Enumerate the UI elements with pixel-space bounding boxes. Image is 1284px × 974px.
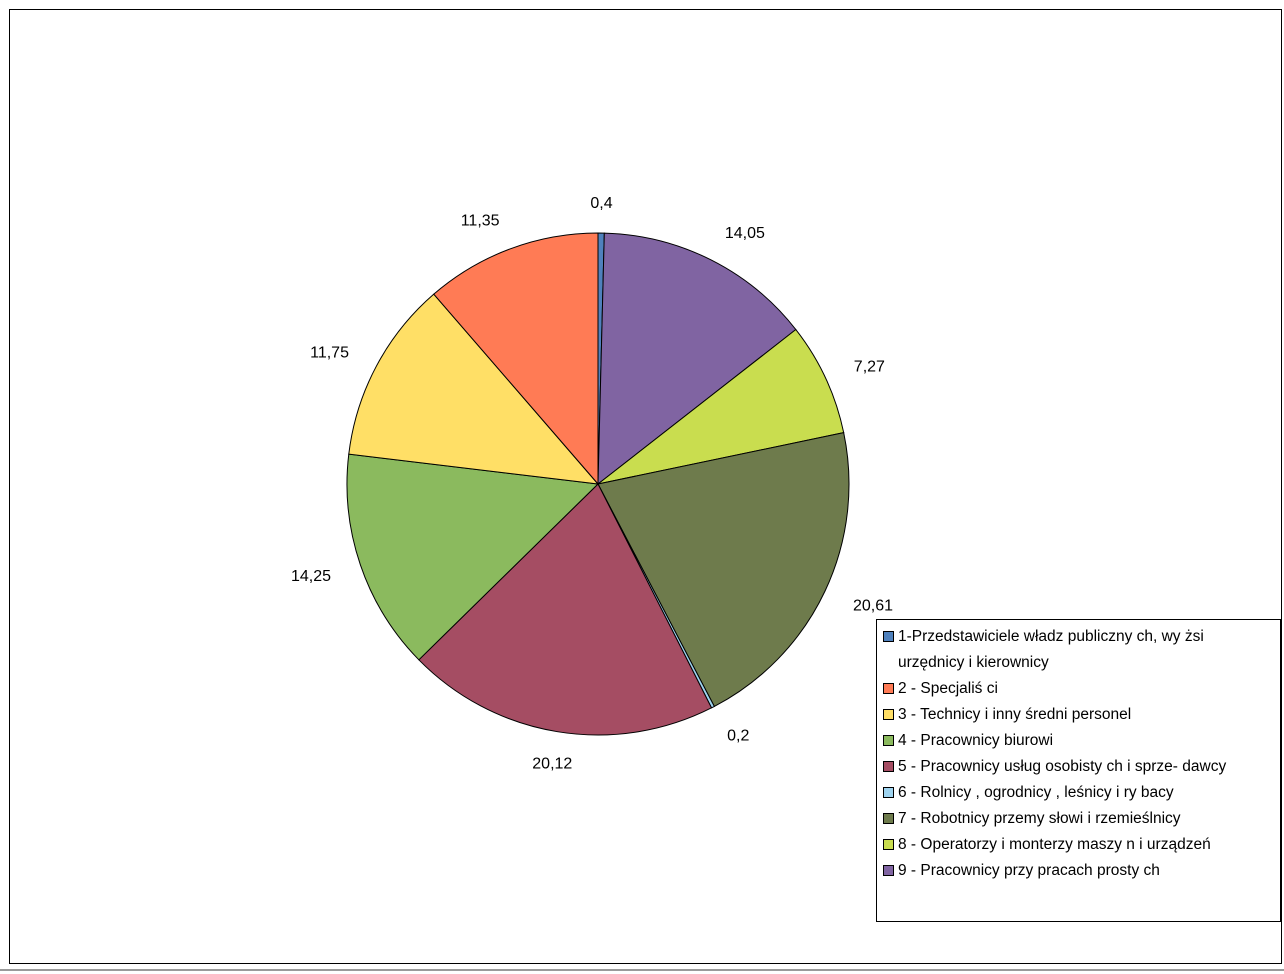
data-label-2: 14,05: [725, 225, 765, 242]
data-label-4: 20,61: [853, 597, 893, 614]
data-label-7: 14,25: [291, 568, 331, 585]
legend-label: 8 - Operatorzy i monterzy maszy n i urzą…: [898, 836, 1211, 853]
data-label-3: 7,27: [854, 358, 885, 375]
legend-label: 9 - Pracownicy przy pracach prosty ch: [898, 862, 1160, 879]
legend-swatch: [883, 839, 894, 850]
data-label-9: 11,35: [461, 213, 500, 230]
pie-slice-2: [597, 232, 797, 486]
data-label-8: 11,75: [310, 345, 349, 362]
legend-swatch: [883, 631, 894, 642]
legend-swatch: [883, 787, 894, 798]
data-label-5: 0,2: [727, 728, 749, 745]
legend-item: 5 - Pracownicy usług osobisty ch i sprze…: [883, 754, 1280, 780]
chart-legend: 1-Przedstawiciele władz publiczny ch, wy…: [876, 619, 1281, 922]
legend-label: 4 - Pracownicy biurowi: [898, 732, 1054, 749]
pie-slice-4: [597, 432, 850, 708]
pie-slice-7: [346, 453, 600, 661]
legend-item: 2 - Specjaliś ci: [883, 676, 1280, 702]
legend-swatch: [883, 813, 894, 824]
legend-label: 7 - Robotnicy przemy słowi i rzemieślnic…: [898, 810, 1181, 827]
legend-swatch: [883, 709, 894, 720]
legend-label: 5 - Pracownicy usług osobisty ch i sprze…: [898, 758, 1227, 775]
legend-item: 9 - Pracownicy przy pracach prosty ch: [883, 858, 1280, 884]
legend-item: 7 - Robotnicy przemy słowi i rzemieślnic…: [883, 806, 1280, 832]
legend-label: 6 - Rolnicy , ogrodnicy , leśnicy i ry b…: [898, 784, 1174, 801]
pie-slices: [346, 232, 850, 736]
legend-item: 4 - Pracownicy biurowi: [883, 728, 1280, 754]
legend-swatch: [883, 761, 894, 772]
legend-item: 6 - Rolnicy , ogrodnicy , leśnicy i ry b…: [883, 780, 1280, 806]
legend-swatch: [883, 735, 894, 746]
pie-slice-9: [433, 232, 599, 486]
pie-slice-6: [418, 483, 713, 736]
legend-swatch: [883, 683, 894, 694]
page-divider: [0, 969, 1284, 971]
legend-label: 3 - Technicy i inny średni personel: [898, 706, 1132, 723]
data-label-1: 0,4: [590, 195, 612, 212]
pie-data-labels: 0,4 14,05 7,27 20,61 0,2 20,12 14,25 11,75 11,35: [291, 195, 893, 772]
pie-slice-8: [348, 293, 600, 485]
legend-item: 3 - Technicy i inny średni personel: [883, 702, 1280, 728]
legend-item: 1-Przedstawiciele władz publiczny ch, wy…: [883, 624, 1280, 676]
legend-swatch: [883, 865, 894, 876]
legend-item: 8 - Operatorzy i monterzy maszy n i urzą…: [883, 832, 1280, 858]
legend-label: 2 - Specjaliś ci: [898, 680, 998, 697]
legend-label: 1-Przedstawiciele władz publiczny ch, wy…: [898, 628, 1204, 671]
data-label-6: 20,12: [532, 755, 572, 772]
